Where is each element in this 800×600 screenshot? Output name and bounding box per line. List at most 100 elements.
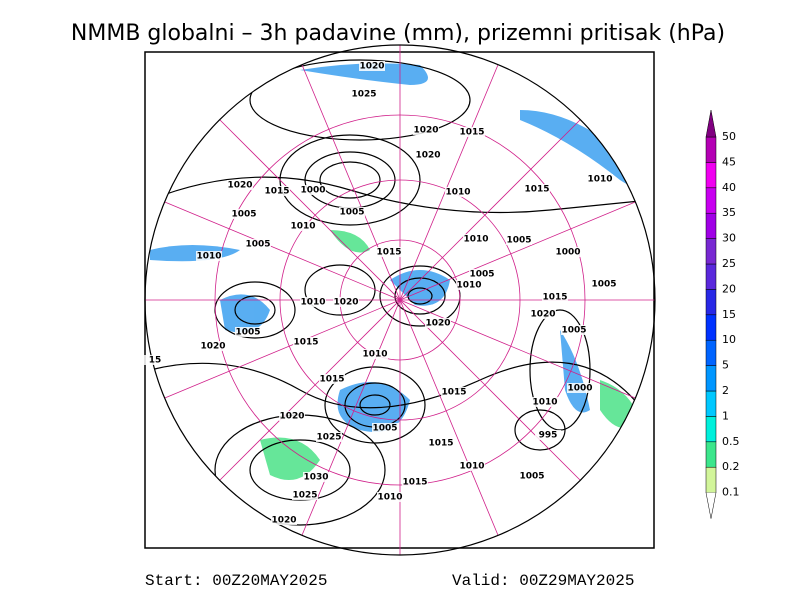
isobar-label: 1030 bbox=[303, 473, 328, 483]
isobar-label-bg bbox=[441, 387, 467, 397]
colorbar-under bbox=[705, 492, 717, 519]
valid-time: Valid: 00Z29MAY2025 bbox=[452, 572, 634, 590]
isobar-label-bg bbox=[196, 251, 222, 261]
isobar-label: 1010 bbox=[532, 398, 557, 408]
colorbar-label: 25 bbox=[722, 257, 736, 270]
isobar-label-bg bbox=[532, 397, 558, 407]
isobar-label-bg bbox=[235, 327, 261, 337]
isobar-label-bg bbox=[264, 186, 290, 196]
map-boundary bbox=[144, 44, 656, 556]
isobar-label: 1010 bbox=[456, 281, 481, 291]
colorbar-swatch bbox=[705, 365, 717, 392]
isobar-label: 1005 bbox=[506, 236, 531, 246]
isobar-label: 1015 bbox=[459, 128, 484, 138]
isobar-label-bg bbox=[459, 127, 485, 137]
isobar-label: 1020 bbox=[271, 516, 296, 526]
colorbar-swatch bbox=[705, 136, 717, 163]
colorbar-label: 5 bbox=[722, 359, 729, 372]
graticule bbox=[145, 45, 655, 555]
isobar-label-bg bbox=[290, 221, 316, 231]
isobar-label-bg bbox=[567, 383, 593, 393]
isobar-label: 1015 bbox=[293, 338, 318, 348]
colorbar-over bbox=[705, 109, 717, 138]
isobar-label-bg bbox=[339, 207, 365, 217]
isobar-label-bg bbox=[362, 349, 388, 359]
isobar-label-bg bbox=[292, 490, 318, 500]
isobar-label: 1015 bbox=[441, 388, 466, 398]
isobar-label: 1020 bbox=[530, 310, 555, 320]
colorbar-swatch bbox=[705, 212, 717, 239]
colorbar-swatch bbox=[705, 187, 717, 214]
colorbar-label: 40 bbox=[722, 181, 736, 194]
isobar-label-bg bbox=[200, 341, 226, 351]
isobar-label: 1015 bbox=[524, 185, 549, 195]
colorbar-label: 15 bbox=[722, 308, 736, 321]
isobar-label: 1020 bbox=[227, 181, 252, 191]
isobar-label-bg bbox=[506, 235, 532, 245]
isobar-label-bg bbox=[402, 477, 428, 487]
isobar-label-bg bbox=[425, 318, 451, 328]
isobar-label: 1000 bbox=[567, 384, 592, 394]
isobar-label: 1020 bbox=[415, 151, 440, 161]
isobar-label-bg bbox=[415, 150, 441, 160]
isobar-label: 1015 bbox=[264, 187, 289, 197]
colorbar-swatch bbox=[705, 416, 717, 443]
isobar-label: 995 bbox=[539, 431, 558, 441]
isobar-label-bg bbox=[587, 174, 613, 184]
isobar-label: 1010 bbox=[300, 298, 325, 308]
isobar-label-bg bbox=[469, 269, 495, 279]
colorbar-label: 2 bbox=[722, 384, 729, 397]
isobar-label: 1005 bbox=[519, 472, 544, 482]
isobar-label: 1015 bbox=[319, 375, 344, 385]
isobar-label: 1020 bbox=[413, 126, 438, 136]
isobar-label-bg bbox=[359, 61, 385, 71]
isobar-label-bg bbox=[245, 239, 271, 249]
isobar-label: 1010 bbox=[459, 462, 484, 472]
isobar-label-bg bbox=[542, 292, 568, 302]
colorbar-swatch bbox=[705, 441, 717, 468]
isobar-label-bg bbox=[142, 355, 168, 365]
isobar-label: 1010 bbox=[362, 350, 387, 360]
isobar-label: 1020 bbox=[333, 298, 358, 308]
isobar-label-bg bbox=[555, 247, 581, 257]
isobar-label-bg bbox=[271, 515, 297, 525]
isobar-label-bg bbox=[519, 471, 545, 481]
isobar-label: 1010 bbox=[463, 235, 488, 245]
isobar-label: 1005 bbox=[591, 280, 616, 290]
colorbar-swatch bbox=[705, 339, 717, 366]
isobar-label-bg bbox=[300, 297, 326, 307]
isobar-label: 1020 bbox=[359, 62, 384, 72]
colorbar-swatch bbox=[705, 314, 717, 341]
isobar-label-bg bbox=[376, 247, 402, 257]
isobar-label: 1000 bbox=[300, 186, 325, 196]
isobar-label-bg bbox=[372, 423, 398, 433]
isobar-label: 1020 bbox=[425, 319, 450, 329]
isobar-label-bg bbox=[591, 279, 617, 289]
isobar-label: 1025 bbox=[351, 90, 376, 100]
colorbar-label: 0.1 bbox=[722, 486, 740, 499]
colorbar-label: 1 bbox=[722, 409, 729, 422]
isobar-label-bg bbox=[231, 209, 257, 219]
isobar-label: 1005 bbox=[561, 326, 586, 336]
isobar-label-bg bbox=[524, 184, 550, 194]
isobar-label-bg bbox=[227, 180, 253, 190]
isobar-label: 1015 bbox=[402, 478, 427, 488]
isobar-label-bg bbox=[413, 125, 439, 135]
isobar-label: 1020 bbox=[200, 342, 225, 352]
colorbar-swatch bbox=[705, 238, 717, 265]
colorbar-label: 20 bbox=[722, 282, 736, 295]
isobar-label: 1015 bbox=[428, 439, 453, 449]
isobar-label-bg bbox=[561, 325, 587, 335]
colorbar-label: 45 bbox=[722, 155, 736, 168]
map-title: NMMB globalni – 3h padavine (mm), prizem… bbox=[71, 21, 725, 46]
isobar-label: 1025 bbox=[316, 433, 341, 443]
isobar-label: 1010 bbox=[377, 493, 402, 503]
colorbar-label: 10 bbox=[722, 333, 736, 346]
isobar-label-bg bbox=[428, 438, 454, 448]
colorbar-swatch bbox=[705, 466, 717, 493]
isobar-label-bg bbox=[459, 461, 485, 471]
isobar-label: 1005 bbox=[231, 210, 256, 220]
isobar-label: 15 bbox=[149, 356, 162, 366]
